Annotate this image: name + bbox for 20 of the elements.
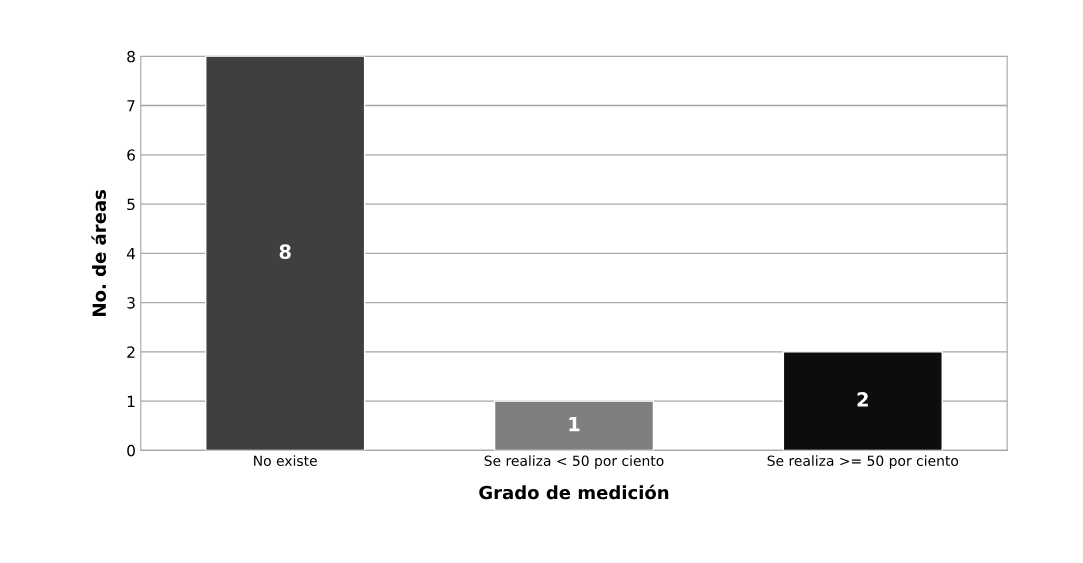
- bar: [493, 400, 655, 451]
- x-tick-label: Se realiza >= 50 por ciento: [767, 455, 959, 469]
- x-axis-title: Grado de medición: [479, 484, 669, 500]
- y-tick-label: 6: [127, 149, 135, 161]
- y-tick-label: 8: [127, 50, 135, 63]
- data-label: 1: [569, 416, 580, 432]
- y-tick-label: 0: [127, 444, 135, 457]
- y-tick-label: 3: [127, 297, 135, 309]
- y-tick-label: 7: [127, 100, 135, 112]
- data-label: 8: [279, 244, 291, 259]
- bar: [782, 351, 943, 451]
- y-tick-label: 5: [127, 198, 135, 211]
- x-tick-label: Se realiza < 50 por ciento: [484, 455, 664, 469]
- y-tick-label: 2: [127, 346, 135, 358]
- x-tick-label: No existe: [254, 455, 317, 467]
- data-label: 2: [857, 392, 868, 407]
- y-axis-title: No. de áreas: [91, 190, 107, 316]
- bar: [205, 56, 366, 451]
- y-tick-label: 1: [127, 395, 135, 407]
- y-tick-label: 4: [126, 248, 136, 260]
